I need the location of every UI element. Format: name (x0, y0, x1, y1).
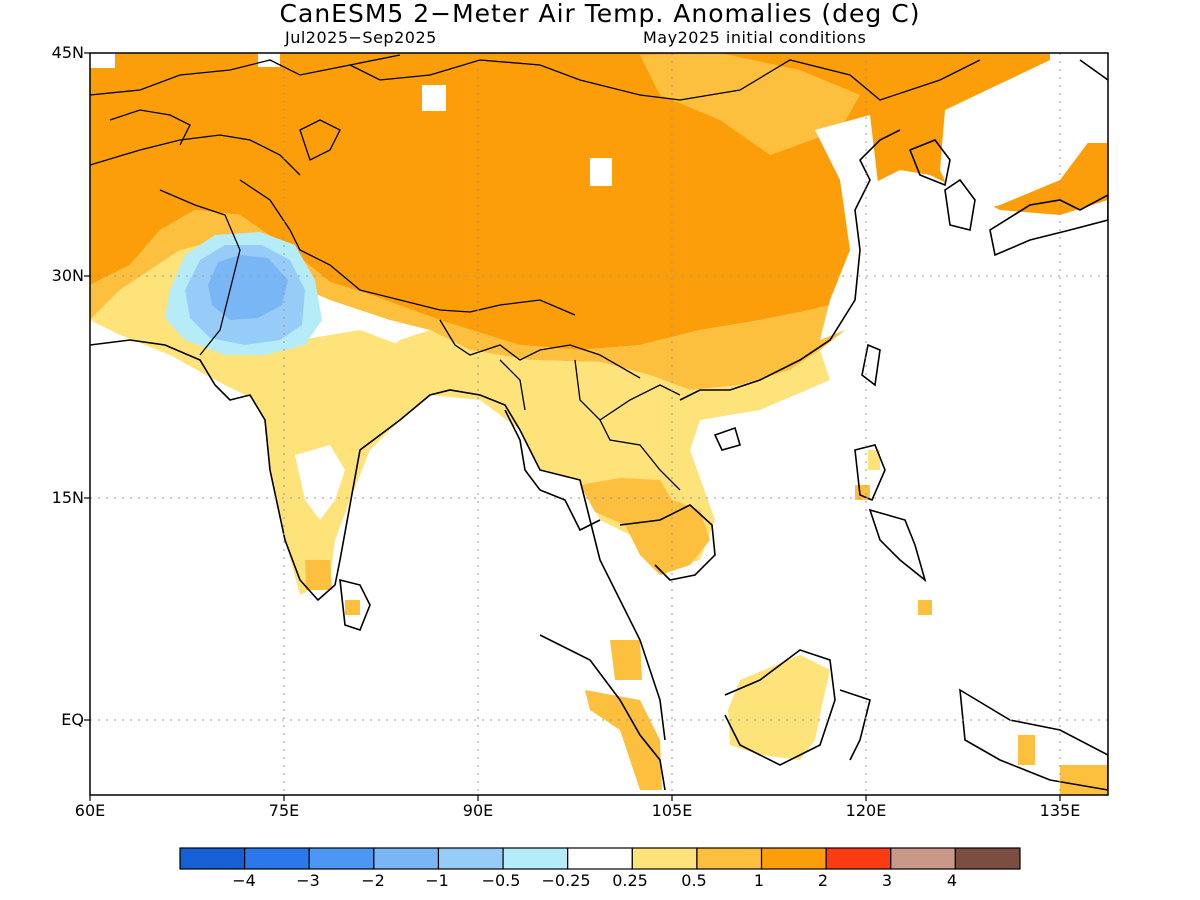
colorbar-swatch (696, 847, 763, 870)
lat-label-eq: EQ (61, 710, 84, 729)
colorbar-swatch (760, 847, 827, 870)
lon-label-60e: 60E (74, 801, 106, 820)
colorbar-swatch (244, 847, 310, 870)
colorbar (179, 847, 1021, 870)
neutral-patch (590, 158, 612, 186)
anomaly-region-thailand-warm (580, 478, 710, 575)
anomaly-region-india-warm (90, 240, 400, 400)
colorbar-swatch (954, 847, 1021, 870)
country-borders (90, 54, 981, 491)
forecast-period: Jul2025−Sep2025 (285, 28, 437, 47)
lat-label-15n: 15N (51, 488, 84, 507)
colorbar-swatch (631, 847, 698, 870)
colorbar-label: −2 (361, 871, 385, 890)
colorbar-swatch (308, 847, 375, 870)
colorbar-swatch (890, 847, 956, 870)
coastlines (90, 59, 1108, 791)
colorbar-label: 0.25 (612, 871, 648, 890)
neutral-patch (295, 445, 345, 520)
islands-warm (305, 485, 1108, 795)
colorbar-label: −3 (296, 871, 320, 890)
anomaly-region-pakistan-cool-inner (208, 255, 288, 320)
colorbar-label: −1 (425, 871, 449, 890)
colorbar-label: 0.5 (681, 871, 707, 890)
colorbar-label: 1 (753, 871, 765, 890)
colorbar-swatch (179, 847, 246, 870)
colorbar-swatch (825, 847, 892, 870)
colorbar-label: −4 (232, 871, 256, 890)
lon-label-90e: 90E (462, 801, 494, 820)
colorbar-label: 2 (817, 871, 829, 890)
lat-label-30n: 30N (51, 266, 84, 285)
lon-label-120e: 120E (845, 801, 887, 820)
axis-ticks (84, 52, 1061, 801)
lon-label-75e: 75E (268, 801, 300, 820)
lon-label-105e: 105E (651, 801, 693, 820)
colorbar-swatch (567, 847, 633, 870)
map-frame (89, 52, 1109, 796)
colorbar-swatch (373, 847, 440, 870)
colorbar-swatch (502, 847, 569, 870)
neutral-patch (940, 60, 1090, 215)
colorbar-label: −0.25 (541, 871, 591, 890)
lon-label-135e: 135E (1039, 801, 1081, 820)
anomaly-shading (90, 53, 1108, 795)
colorbar-label: 3 (881, 871, 893, 890)
gridlines (90, 53, 1108, 795)
lat-label-45n: 45N (51, 43, 84, 62)
neutral-patch (90, 53, 115, 68)
anomaly-region-mongolia-warm (640, 53, 860, 155)
map-title: CanESM5 2−Meter Air Temp. Anomalies (deg… (279, 0, 921, 28)
colorbar-label: 4 (946, 871, 958, 890)
initial-conditions: May2025 initial conditions (643, 28, 867, 47)
neutral-patch (815, 115, 880, 340)
colorbar-label: −0.5 (481, 871, 521, 890)
neutral-patch (422, 85, 446, 111)
anomaly-region-borneo-warm (728, 655, 830, 760)
colorbar-swatch (437, 847, 504, 870)
